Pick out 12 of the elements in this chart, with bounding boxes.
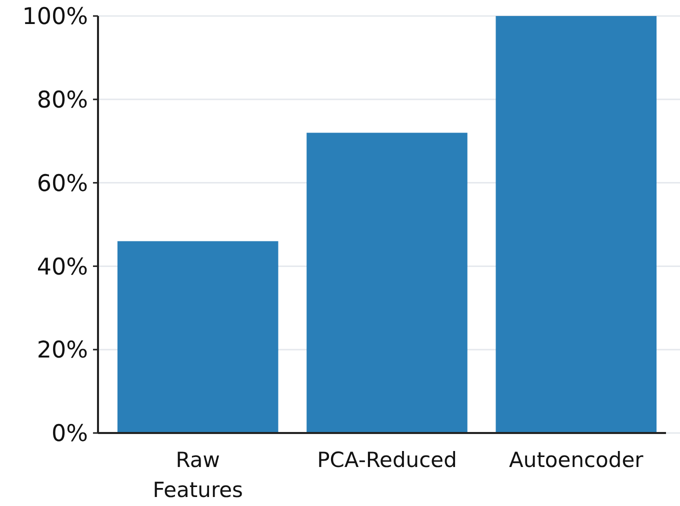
y-tick-label: 60%: [36, 170, 88, 197]
y-tick-label: 40%: [36, 254, 88, 280]
y-tick-label: 100%: [22, 4, 88, 30]
x-tick-label: Autoencoder: [509, 448, 644, 472]
y-tick-label: 0%: [52, 421, 88, 448]
bar: [496, 16, 657, 433]
x-tick-label: Raw Features: [152, 448, 243, 502]
y-tick-label: 20%: [36, 338, 88, 364]
x-tick-label: PCA-Reduced: [317, 448, 457, 472]
bar: [117, 241, 278, 433]
y-tick-label: 80%: [36, 87, 88, 114]
bar: [306, 132, 468, 433]
